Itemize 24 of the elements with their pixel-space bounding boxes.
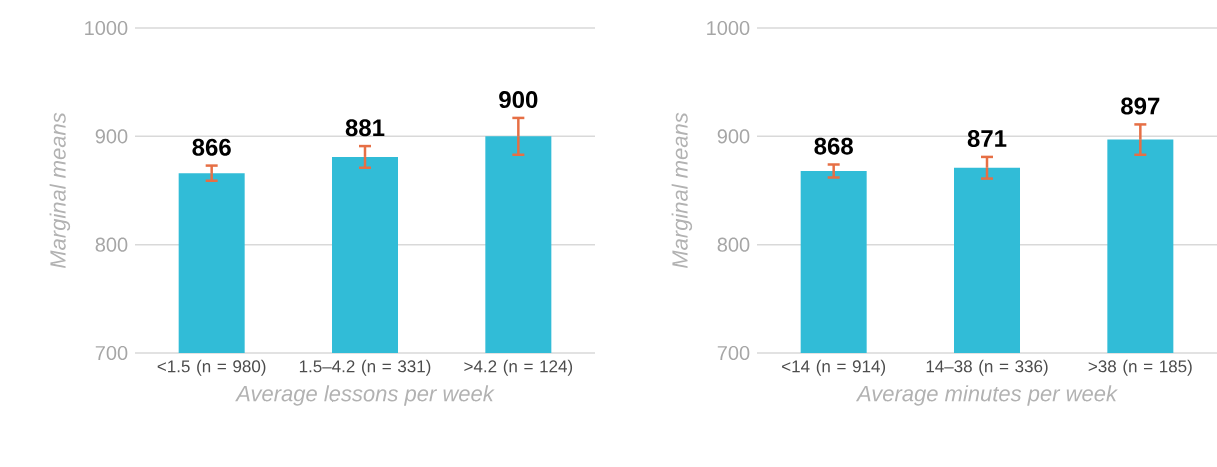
data-label: 897 <box>1121 97 1160 115</box>
y-tick-label: 900 <box>95 129 128 144</box>
x-tick-label: <1.5 (n = 980) <box>157 359 266 376</box>
x-tick-label: <14 (n = 914) <box>782 359 886 376</box>
y-axis-title: Marginal means <box>671 112 693 269</box>
x-tick-label: >4.2 (n = 124) <box>464 359 573 376</box>
x-tick-label: 1.5–4.2 (n = 331) <box>299 359 431 376</box>
data-label: 900 <box>499 91 538 109</box>
data-label: 866 <box>192 138 231 156</box>
y-tick-label: 1000 <box>85 20 128 36</box>
data-label: 868 <box>814 137 853 155</box>
x-tick-label: 14–38 (n = 336) <box>926 359 1048 376</box>
x-axis-title: Average lessons per week <box>235 385 495 406</box>
y-tick-label: 700 <box>717 345 750 361</box>
x-tick-label: >38 (n = 185) <box>1088 359 1192 376</box>
y-tick-label: 800 <box>717 237 750 252</box>
y-tick-label: 1000 <box>707 20 750 36</box>
y-axis-title: Marginal means <box>49 112 71 269</box>
y-tick-label: 700 <box>95 345 128 361</box>
data-label: 871 <box>967 130 1007 148</box>
y-tick-label: 900 <box>717 129 750 144</box>
x-axis-title: Average minutes per week <box>855 385 1118 406</box>
data-label: 881 <box>345 119 385 137</box>
y-tick-label: 800 <box>95 237 128 252</box>
